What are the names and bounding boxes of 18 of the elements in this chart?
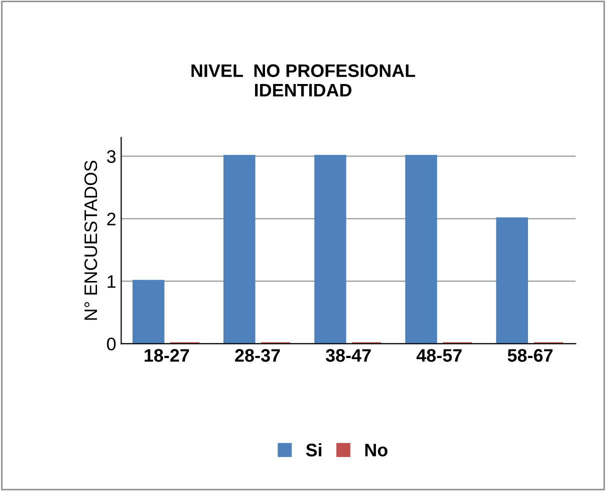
bar [405, 154, 438, 344]
y-tick-label: 0 [107, 338, 116, 350]
x-tick-label: 38-47 [326, 349, 371, 362]
y-tick-label: 1 [108, 275, 116, 288]
y-tick-label: 2 [107, 212, 116, 226]
bar [223, 154, 256, 344]
x-tick-label: 28-37 [235, 349, 280, 362]
x-tick-label: 48-57 [416, 349, 462, 362]
legend-label: Si [306, 443, 322, 456]
legend-label: No [365, 444, 388, 456]
bar [132, 280, 164, 344]
chart-title: NIVEL NO PROFESIONAL IDENTIDAD [192, 64, 416, 96]
y-tick-label: 3 [106, 150, 116, 163]
bar [496, 217, 528, 344]
x-tick-label: 18-27 [144, 349, 189, 362]
x-tick-label: 58-67 [508, 349, 553, 362]
bar [314, 154, 346, 344]
y-axis-title: N° ENCUESTADOS [84, 160, 98, 320]
